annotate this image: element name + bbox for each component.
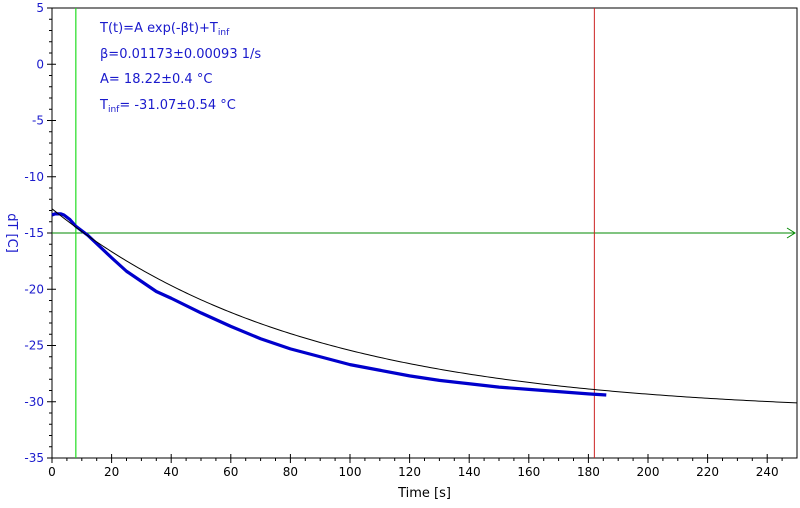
equation-annotation: T(t)=A exp(-βt)+Tinf <box>100 21 230 38</box>
y-tick-label: -10 <box>24 170 44 184</box>
y-tick-label: -30 <box>24 395 44 409</box>
y-tick-label: -35 <box>24 451 44 465</box>
y-tick-label: -15 <box>24 226 44 240</box>
x-axis-label: Time [s] <box>397 486 451 501</box>
x-tick-label: 220 <box>696 465 719 479</box>
x-tick-label: 160 <box>517 465 540 479</box>
y-tick-label: -20 <box>24 282 44 296</box>
y-tick-label: 0 <box>36 57 44 71</box>
x-tick-label: 200 <box>637 465 660 479</box>
beta-annotation: β=0.01173±0.00093 1/s <box>100 47 262 62</box>
y-tick-label: 5 <box>36 1 44 15</box>
x-tick-label: 140 <box>458 465 481 479</box>
x-tick-label: 40 <box>164 465 179 479</box>
x-tick-label: 100 <box>339 465 362 479</box>
x-tick-label: 240 <box>756 465 779 479</box>
x-tick-label: 20 <box>104 465 119 479</box>
fit-curve-line <box>51 208 798 404</box>
x-tick-label: 0 <box>48 465 56 479</box>
y-tick-label: -5 <box>32 114 44 128</box>
amplitude-annotation: A= 18.22±0.4 °C <box>100 72 213 87</box>
tinf-annotation: Tinf= -31.07±0.54 °C <box>100 98 236 115</box>
y-tick-label: -25 <box>24 339 44 353</box>
x-tick-label: 60 <box>223 465 238 479</box>
horizontal-marker-arrow <box>786 227 796 239</box>
y-axis-label: dT [C] <box>4 213 19 253</box>
x-tick-label: 80 <box>283 465 298 479</box>
x-tick-label: 120 <box>398 465 421 479</box>
x-tick-label: 180 <box>577 465 600 479</box>
data-series-line <box>51 212 607 397</box>
